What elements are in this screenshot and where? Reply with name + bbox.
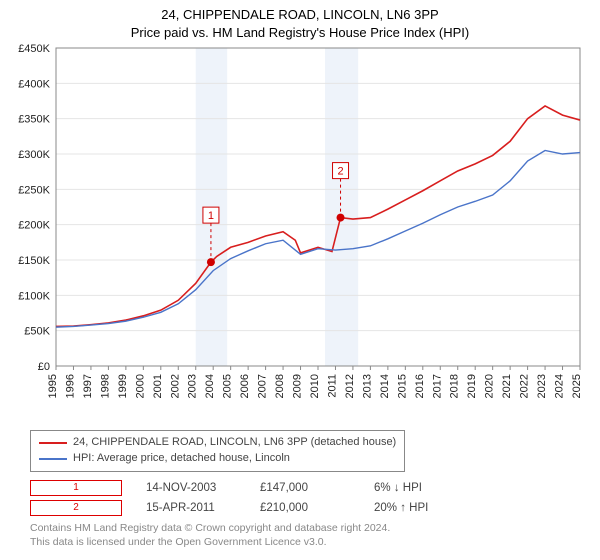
callout-date: 14-NOV-2003 — [146, 482, 236, 494]
title-line1: 24, CHIPPENDALE ROAD, LINCOLN, LN6 3PP — [0, 6, 600, 24]
svg-text:2015: 2015 — [396, 374, 408, 398]
license-line2: This data is licensed under the Open Gov… — [30, 536, 590, 550]
svg-text:£0: £0 — [38, 361, 50, 373]
callout-marker-icon: 2 — [30, 500, 122, 516]
svg-text:2008: 2008 — [274, 374, 286, 398]
svg-text:£450K: £450K — [18, 43, 50, 55]
svg-text:£250K: £250K — [18, 184, 50, 196]
license-line1: Contains HM Land Registry data © Crown c… — [30, 522, 590, 536]
svg-text:2023: 2023 — [536, 374, 548, 398]
svg-text:£350K: £350K — [18, 114, 50, 126]
legend-swatch — [39, 442, 67, 444]
svg-text:£300K: £300K — [18, 149, 50, 161]
svg-text:1995: 1995 — [47, 374, 59, 398]
callout-delta: 6% ↓ HPI — [374, 482, 464, 494]
chart-footer: 24, CHIPPENDALE ROAD, LINCOLN, LN6 3PP (… — [30, 430, 590, 549]
svg-text:£150K: £150K — [18, 255, 50, 267]
svg-text:2005: 2005 — [222, 374, 234, 398]
callout-date: 15-APR-2011 — [146, 502, 236, 514]
svg-text:£50K: £50K — [24, 326, 50, 338]
svg-text:£200K: £200K — [18, 220, 50, 232]
title-line2: Price paid vs. HM Land Registry's House … — [0, 24, 600, 42]
svg-text:2: 2 — [337, 166, 343, 178]
callout-row: 2 15-APR-2011 £210,000 20% ↑ HPI — [30, 500, 590, 516]
svg-text:2010: 2010 — [309, 374, 321, 398]
svg-text:2004: 2004 — [204, 374, 216, 398]
svg-text:2003: 2003 — [187, 374, 199, 398]
svg-text:2000: 2000 — [134, 374, 146, 398]
svg-text:£100K: £100K — [18, 290, 50, 302]
svg-text:2022: 2022 — [519, 374, 531, 398]
svg-text:2014: 2014 — [379, 374, 391, 398]
svg-text:2016: 2016 — [414, 374, 426, 398]
svg-text:2009: 2009 — [292, 374, 304, 398]
svg-text:2007: 2007 — [257, 374, 269, 398]
legend-row: 24, CHIPPENDALE ROAD, LINCOLN, LN6 3PP (… — [39, 435, 396, 451]
legend-swatch — [39, 458, 67, 460]
svg-text:1997: 1997 — [82, 374, 94, 398]
legend-row: HPI: Average price, detached house, Linc… — [39, 451, 396, 467]
svg-text:1996: 1996 — [64, 374, 76, 398]
callout-row: 1 14-NOV-2003 £147,000 6% ↓ HPI — [30, 480, 590, 496]
svg-text:1998: 1998 — [99, 374, 111, 398]
legend-box: 24, CHIPPENDALE ROAD, LINCOLN, LN6 3PP (… — [30, 430, 405, 472]
legend-label: HPI: Average price, detached house, Linc… — [73, 451, 290, 467]
chart-container: 24, CHIPPENDALE ROAD, LINCOLN, LN6 3PP P… — [0, 0, 600, 560]
svg-text:2001: 2001 — [152, 374, 164, 398]
svg-text:£400K: £400K — [18, 78, 50, 90]
license-text: Contains HM Land Registry data © Crown c… — [30, 522, 590, 549]
svg-text:2017: 2017 — [431, 374, 443, 398]
callout-price: £210,000 — [260, 502, 350, 514]
callout-marker-icon: 1 — [30, 480, 122, 496]
chart-svg: £0 £50K £100K £150K £200K £250K £300K £350K £400… — [0, 42, 600, 422]
svg-text:2018: 2018 — [449, 374, 461, 398]
svg-text:2012: 2012 — [344, 374, 356, 398]
svg-text:2021: 2021 — [501, 374, 513, 398]
svg-text:2011: 2011 — [326, 374, 338, 398]
chart-area: £0 £50K £100K £150K £200K £250K £300K £350K £400… — [0, 42, 600, 422]
svg-text:2025: 2025 — [571, 374, 583, 398]
svg-text:2002: 2002 — [169, 374, 181, 398]
svg-text:2006: 2006 — [239, 374, 251, 398]
svg-text:2024: 2024 — [554, 374, 566, 398]
svg-text:2013: 2013 — [361, 374, 373, 398]
callout-price: £147,000 — [260, 482, 350, 494]
svg-text:1: 1 — [208, 210, 214, 222]
legend-label: 24, CHIPPENDALE ROAD, LINCOLN, LN6 3PP (… — [73, 435, 396, 451]
chart-title: 24, CHIPPENDALE ROAD, LINCOLN, LN6 3PP P… — [0, 0, 600, 41]
svg-text:1999: 1999 — [117, 374, 129, 398]
svg-text:2019: 2019 — [466, 374, 478, 398]
svg-text:2020: 2020 — [484, 374, 496, 398]
callout-delta: 20% ↑ HPI — [374, 502, 464, 514]
